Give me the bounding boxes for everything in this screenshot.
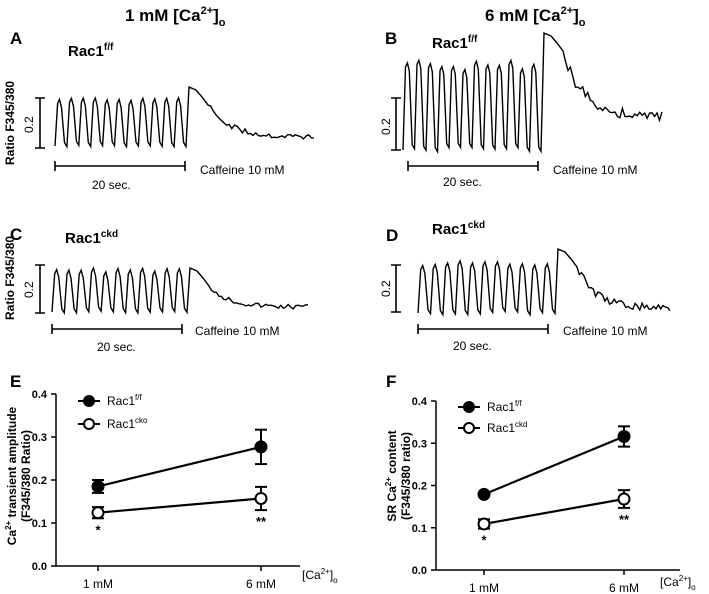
chart-f-y-tick-label: 0.3 xyxy=(412,438,427,450)
chart-f-series-line-1 xyxy=(483,435,625,496)
chart-f-series-line-2 xyxy=(483,497,625,526)
genotype-label-c: Rac1ckd xyxy=(65,229,118,247)
time-label-b: 20 sec. xyxy=(443,175,482,189)
scale-value-c: 0.2 xyxy=(22,281,36,298)
chart-e-series-line-1 xyxy=(97,445,262,488)
chart-f-marks: *** xyxy=(477,425,631,548)
time-label-d: 20 sec. xyxy=(453,339,492,353)
scale-bar-a xyxy=(35,97,45,149)
calcium-trace-a xyxy=(54,85,315,150)
chart-e-x-tick-label: 1 mM xyxy=(83,577,113,591)
legend-f-marker-open xyxy=(463,422,475,434)
chart-e-series-line-2 xyxy=(97,497,262,514)
ylabel-f-line1: SR Ca2+ content xyxy=(384,430,399,521)
panel-label-d: D xyxy=(386,226,398,245)
scale-value-b: 0.2 xyxy=(379,118,393,135)
chart-e-x-tick-label: 6 mM xyxy=(246,577,276,591)
legend-f-marker-filled xyxy=(463,401,475,413)
time-label-c: 20 sec. xyxy=(97,340,136,354)
chart-e-y-tick-label: 0.1 xyxy=(32,518,47,530)
panel-label-c: C xyxy=(10,225,22,244)
time-bar-b xyxy=(407,161,539,171)
ylabel-e-line1: Ca2+ transient amplitude xyxy=(4,406,19,545)
calcium-trace-b xyxy=(402,31,663,155)
legend-f-label-2: Rac1ckd xyxy=(487,420,527,435)
chart-e-axes: 0.0 0.1 0.2 0.3 0.4 1 mM 6 mM xyxy=(32,389,300,591)
calcium-trace-d xyxy=(417,247,671,318)
chart-f-y-tick-label: 0.0 xyxy=(412,565,427,577)
chart-f-axes: 0.0 0.1 0.2 0.3 0.4 1 mM 6 mM xyxy=(412,396,680,594)
trace-panel-a: A Rac1f/f Ratio F345/380 0.2 20 sec. Caf… xyxy=(3,29,315,192)
chart-e-y-tick-label: 0.0 xyxy=(32,561,47,573)
legend-e-marker-open xyxy=(83,418,95,430)
chart-e-y-tick-label: 0.3 xyxy=(32,432,47,444)
scale-bar-b xyxy=(391,97,401,151)
chart-e-point-filled xyxy=(254,440,268,454)
chart-f-point-filled xyxy=(617,429,631,443)
caffeine-label-c: Caffeine 10 mM xyxy=(195,324,280,338)
calcium-trace-c xyxy=(51,266,309,316)
panel-label-f: F xyxy=(386,372,396,391)
time-bar-d xyxy=(417,324,549,334)
chart-f-significance: * xyxy=(481,533,487,548)
legend-e-marker-filled xyxy=(83,395,95,407)
panel-label-b: B xyxy=(385,29,397,48)
chart-e-marks: *** xyxy=(91,428,268,537)
genotype-label-d: Rac1ckd xyxy=(432,220,485,238)
chart-f-point-open xyxy=(477,517,491,531)
trace-panel-d: D Rac1ckd 0.2 20 sec. Caffeine 10 mM xyxy=(379,220,671,353)
time-bar-c xyxy=(51,324,183,334)
legend-f: Rac1f/f Rac1ckd xyxy=(458,399,527,435)
genotype-label-b: Rac1f/f xyxy=(432,34,478,52)
panel-label-a: A xyxy=(10,29,22,48)
caffeine-label-a: Caffeine 10 mM xyxy=(200,163,285,177)
scale-value-a: 0.2 xyxy=(22,116,36,133)
ylabel-c: Ratio F345/380 xyxy=(3,236,17,320)
panel-label-e: E xyxy=(10,372,21,391)
chart-f-point-open xyxy=(617,492,631,506)
xunit-e: [Ca2+]o xyxy=(302,567,338,585)
chart-f: F SR Ca2+ content (F345/380 ratio) 0.00.… xyxy=(384,372,696,594)
time-label-a: 20 sec. xyxy=(92,178,131,192)
chart-e-y-tick-label: 0.4 xyxy=(32,389,48,401)
chart-e-significance: ** xyxy=(256,514,267,529)
legend-e: Rac1f/f Rac1cko xyxy=(78,393,148,431)
chart-e-point-filled xyxy=(91,479,105,493)
genotype-label-a: Rac1f/f xyxy=(68,42,114,60)
header-right: 6 mM [Ca2+]o xyxy=(485,5,586,29)
chart-f-significance: ** xyxy=(619,512,630,527)
chart-f-point-filled xyxy=(477,487,491,501)
chart-e: E Ca2+ transient amplitude (F345/380 Rat… xyxy=(4,372,338,591)
legend-e-label-2: Rac1cko xyxy=(107,416,148,431)
xunit-f: [Ca2+]o xyxy=(660,574,696,592)
scale-bar-d xyxy=(391,264,401,313)
trace-panel-c: C Rac1ckd Ratio F345/380 0.2 20 sec. Caf… xyxy=(3,225,309,354)
chart-e-significance: * xyxy=(95,522,101,537)
legend-f-label-1: Rac1f/f xyxy=(487,399,522,414)
chart-e-point-open xyxy=(254,491,268,505)
ylabel-f-line2: (F345/380 ratio) xyxy=(399,432,413,520)
chart-f-y-tick-label: 0.1 xyxy=(412,523,427,535)
trace-panel-b: B Rac1f/f 0.2 20 sec. Caffeine 10 mM xyxy=(379,29,663,189)
ylabel-a: Ratio F345/380 xyxy=(3,81,17,165)
chart-f-x-tick-label: 1 mM xyxy=(469,581,499,594)
legend-e-label-1: Rac1f/f xyxy=(107,393,142,408)
scale-value-d: 0.2 xyxy=(379,280,393,297)
ylabel-e-line2: (F345/380 Ratio) xyxy=(19,430,33,522)
caffeine-label-d: Caffeine 10 mM xyxy=(563,324,648,338)
caffeine-label-b: Caffeine 10 mM xyxy=(553,163,638,177)
scale-bar-c xyxy=(35,264,45,314)
chart-e-y-tick-label: 0.2 xyxy=(32,475,47,487)
chart-f-x-tick-label: 6 mM xyxy=(609,581,639,594)
chart-f-y-tick-label: 0.4 xyxy=(412,396,428,408)
time-bar-a xyxy=(54,161,186,171)
chart-e-point-open xyxy=(91,506,105,520)
chart-f-y-tick-label: 0.2 xyxy=(412,481,427,493)
header-left: 1 mM [Ca2+]o xyxy=(125,5,226,29)
